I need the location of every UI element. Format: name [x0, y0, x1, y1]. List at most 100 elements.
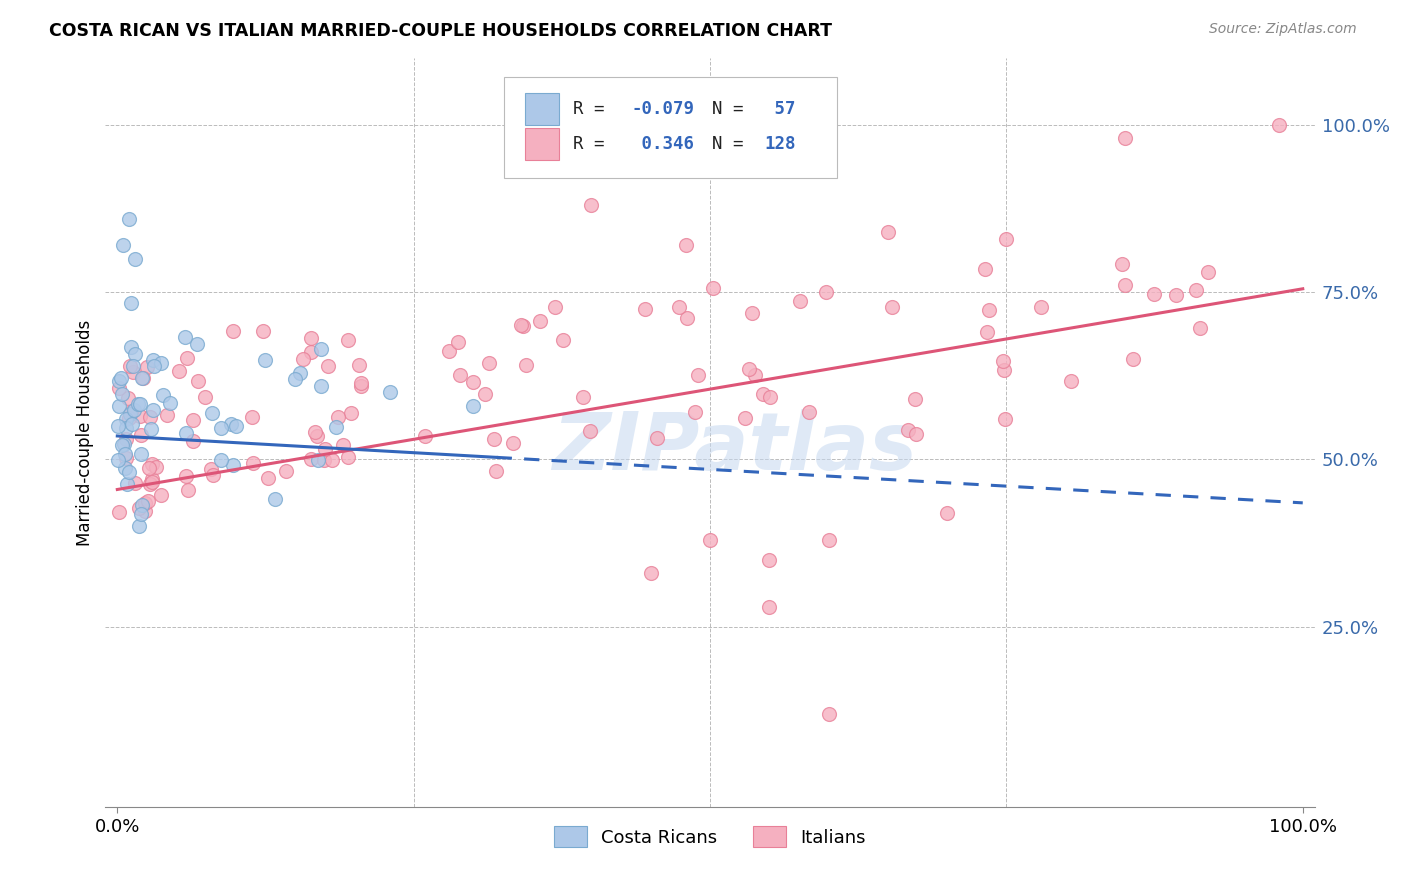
Point — [299, 452, 322, 467]
Point — [128, 519, 150, 533]
Point — [159, 396, 181, 410]
Point — [332, 438, 354, 452]
Point — [257, 471, 280, 485]
Point — [132, 371, 155, 385]
Text: N =: N = — [713, 100, 755, 118]
Point — [264, 492, 287, 507]
Point — [299, 331, 322, 345]
Point — [876, 225, 898, 239]
Point — [993, 363, 1015, 377]
Point — [124, 475, 146, 490]
Point — [1268, 118, 1291, 132]
Point — [187, 374, 209, 388]
Point — [744, 368, 766, 382]
Point — [181, 434, 204, 449]
Point — [110, 370, 132, 384]
Point — [347, 359, 370, 373]
Point — [1143, 286, 1166, 301]
Point — [321, 453, 343, 467]
Point — [177, 483, 200, 498]
Text: 0.346: 0.346 — [631, 136, 695, 153]
Point — [734, 411, 756, 425]
Point — [115, 477, 138, 491]
Point — [995, 232, 1018, 246]
Point — [252, 324, 274, 338]
Point — [738, 362, 761, 376]
Point — [169, 364, 191, 378]
Point — [309, 342, 332, 356]
Point — [640, 566, 662, 581]
Point — [138, 461, 160, 475]
Point — [201, 467, 224, 482]
Point — [219, 417, 242, 431]
Point — [122, 365, 145, 379]
Text: Source: ZipAtlas.com: Source: ZipAtlas.com — [1209, 22, 1357, 37]
Point — [675, 238, 697, 252]
Point — [152, 388, 174, 402]
Point — [976, 325, 998, 339]
Point — [222, 324, 245, 338]
Point — [994, 411, 1017, 425]
Point — [107, 419, 129, 434]
Point — [174, 330, 197, 344]
Point — [129, 396, 152, 410]
Point — [174, 425, 197, 440]
Point — [111, 387, 134, 401]
Point — [350, 376, 373, 390]
Point — [485, 464, 508, 478]
Legend: Costa Ricans, Italians: Costa Ricans, Italians — [547, 819, 873, 855]
Point — [797, 405, 820, 419]
Point — [176, 351, 198, 365]
Point — [120, 405, 142, 419]
Text: ZIPatlas: ZIPatlas — [551, 409, 917, 487]
Point — [378, 385, 401, 400]
Text: COSTA RICAN VS ITALIAN MARRIED-COUPLE HOUSEHOLDS CORRELATION CHART: COSTA RICAN VS ITALIAN MARRIED-COUPLE HO… — [49, 22, 832, 40]
Point — [1122, 351, 1144, 366]
Point — [127, 397, 149, 411]
Point — [120, 408, 142, 422]
Point — [211, 421, 233, 435]
Point — [337, 333, 360, 347]
Point — [509, 318, 531, 333]
Point — [121, 417, 143, 431]
Point — [439, 343, 461, 358]
Point — [122, 359, 145, 373]
Point — [350, 379, 373, 393]
Point — [120, 295, 142, 310]
Point — [1114, 278, 1136, 293]
Point — [579, 424, 602, 438]
Point — [143, 359, 166, 374]
Bar — [524, 93, 560, 125]
Point — [107, 504, 129, 518]
Point — [114, 447, 136, 461]
Point — [1188, 321, 1211, 335]
Point — [131, 370, 153, 384]
Point — [318, 359, 340, 373]
Text: 57: 57 — [765, 100, 796, 118]
Point — [1197, 265, 1219, 279]
Point — [111, 438, 134, 452]
Point — [326, 409, 349, 424]
Point — [112, 437, 135, 451]
Point — [1029, 300, 1052, 314]
Point — [789, 293, 811, 308]
Point — [128, 500, 150, 515]
Point — [131, 498, 153, 512]
Point — [122, 403, 145, 417]
Point — [141, 457, 163, 471]
Point — [529, 313, 551, 327]
Text: R =: R = — [574, 100, 616, 118]
Point — [118, 211, 141, 226]
Point — [138, 477, 160, 491]
Point — [645, 431, 668, 445]
Point — [290, 366, 312, 380]
Y-axis label: Married-couple Households: Married-couple Households — [76, 319, 94, 546]
Point — [107, 374, 129, 388]
Point — [156, 408, 179, 422]
Point — [572, 391, 595, 405]
Point — [225, 418, 247, 433]
Point — [299, 344, 322, 359]
Point — [129, 409, 152, 423]
Point — [817, 533, 839, 547]
Point — [977, 303, 1000, 318]
